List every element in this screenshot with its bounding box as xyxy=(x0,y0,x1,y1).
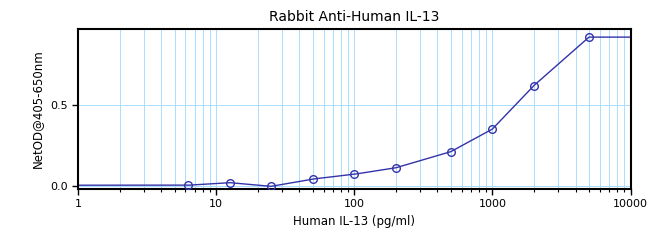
X-axis label: Human IL-13 (pg/ml): Human IL-13 (pg/ml) xyxy=(293,215,415,228)
Y-axis label: NetOD@405-650nm: NetOD@405-650nm xyxy=(31,50,44,168)
Title: Rabbit Anti-Human IL-13: Rabbit Anti-Human IL-13 xyxy=(269,10,439,24)
